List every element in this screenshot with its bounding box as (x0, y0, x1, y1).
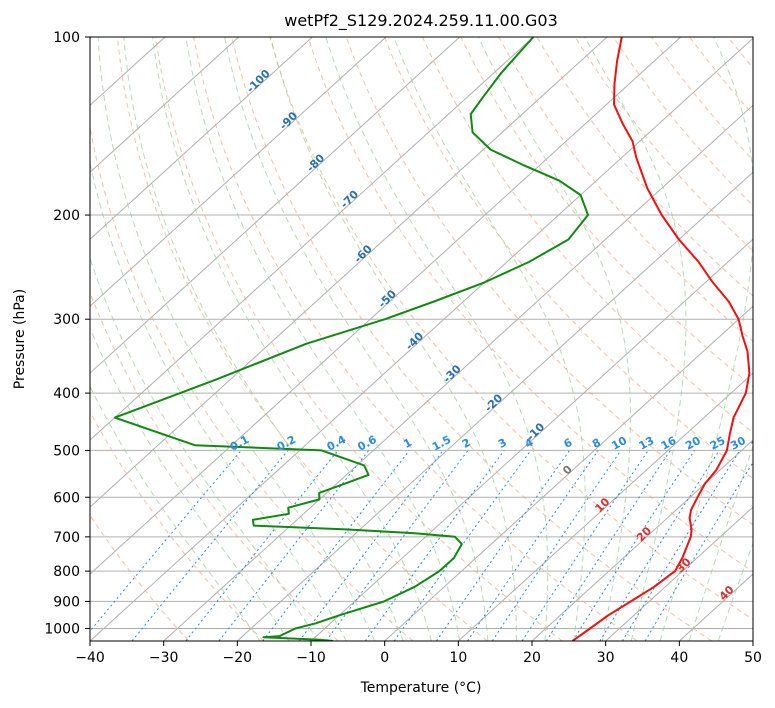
isotherm-line (90, 37, 682, 575)
x-tick-label: 40 (670, 650, 688, 666)
x-tick-label: 20 (523, 650, 541, 666)
isotherm-line (90, 37, 387, 307)
mixing-ratio-label: 16 (659, 434, 679, 453)
mixing-ratio-line (262, 450, 410, 641)
mixing-ratio-line (131, 450, 289, 641)
plot-frame (89, 36, 754, 642)
isotherm-line (236, 171, 753, 641)
y-tick-label: 500 (53, 443, 80, 459)
y-tick-label: 400 (53, 386, 80, 402)
x-tick-label: 50 (744, 650, 762, 666)
y-tick-label: 600 (53, 490, 80, 506)
x-tick-label: 0 (380, 650, 389, 666)
dry-adiabat (90, 124, 414, 641)
moist-adiabat (325, 37, 549, 641)
moist-adiabat (123, 37, 404, 641)
mixing-ratio-line (364, 450, 505, 641)
moist-adiabat (90, 385, 261, 641)
isotherm-line (90, 37, 313, 240)
sounding-series (113, 37, 751, 641)
mixing-ratio-label: 10 (609, 434, 629, 453)
isotherm-line (90, 37, 753, 641)
moist-adiabat (717, 541, 753, 641)
dry-adiabat (536, 37, 753, 297)
y-tick-label: 1000 (44, 621, 80, 637)
isotherm-line (531, 439, 753, 641)
dry-adiabat (90, 514, 190, 641)
isotherm-line (384, 305, 753, 641)
y-tick-label: 300 (53, 312, 80, 328)
x-tick-label: −20 (223, 650, 253, 666)
isotherm-line (90, 37, 461, 374)
isotherm-line (90, 37, 534, 441)
dry-adiabat (307, 37, 753, 573)
y-tick-label: 900 (53, 594, 80, 610)
mixing-ratio-line (90, 450, 242, 632)
dry-adiabat (154, 37, 563, 641)
y-tick-label: 800 (53, 564, 80, 580)
mixing-ratio-line (599, 450, 720, 641)
y-tick-label: 700 (53, 530, 80, 546)
mixing-ratio-label: 13 (637, 434, 657, 453)
x-tick-label: 30 (597, 650, 615, 666)
x-axis: −40 −30 −20 −10 0 10 20 30 40 50 (75, 641, 762, 666)
chart-title: wetPf2_S129.2024.259.11.00.G03 (284, 11, 558, 31)
dry-adiabat (90, 291, 339, 641)
isotherm-line (163, 104, 753, 641)
y-axis-label: Pressure (hPa) (12, 289, 28, 389)
mixing-ratio-lines (90, 450, 753, 641)
mixing-ratio-label: 36 (749, 434, 769, 453)
mixing-ratio-line (521, 450, 649, 641)
mixing-ratio-label: 30 (728, 434, 748, 453)
moist-adiabat (90, 160, 347, 641)
isotherm-line (310, 238, 753, 641)
dewpoint-line (113, 37, 589, 641)
moist-adiabats (90, 37, 753, 641)
moist-adiabat (152, 37, 432, 641)
mixing-ratio-line (325, 450, 469, 641)
x-tick-label: −10 (296, 650, 326, 666)
moist-adiabat (90, 256, 319, 641)
moist-adiabat (477, 37, 631, 641)
mixing-ratio-line (545, 450, 671, 641)
isotherm-line (457, 372, 753, 641)
mixing-ratio-line (644, 461, 753, 641)
moist-adiabat (185, 37, 461, 641)
dry-adiabat (116, 37, 488, 641)
y-tick-label: 100 (53, 30, 80, 46)
isotherm-line (605, 506, 753, 641)
moist-adiabat (393, 37, 586, 641)
dry-adiabat (269, 37, 753, 621)
x-tick-label: −40 (75, 650, 105, 666)
x-tick-label: −30 (149, 650, 179, 666)
x-axis-label: Temperature (°C) (360, 680, 482, 696)
isotherm-line (90, 37, 240, 173)
moist-adiabat (270, 37, 517, 641)
isotherm-gridlines (90, 37, 753, 641)
moist-adiabat (97, 37, 376, 641)
dry-adiabat (498, 37, 753, 342)
dry-adiabat (231, 37, 712, 641)
dry-adiabat (90, 410, 264, 641)
mixing-ratio-label: 20 (683, 434, 703, 453)
y-axis: 100 200 300 400 500 600 700 800 900 1000 (44, 30, 90, 637)
y-tick-label: 200 (53, 208, 80, 224)
mixing-ratio-label: 25 (708, 434, 728, 453)
moist-adiabat (688, 444, 753, 641)
x-tick-label: 10 (449, 650, 467, 666)
moist-adiabat (224, 37, 489, 641)
temperature-line (571, 37, 751, 641)
isotherm-line (90, 37, 608, 508)
moist-adiabat (90, 326, 290, 641)
mixing-ratio-line (621, 450, 741, 641)
moist-adiabat (584, 37, 687, 641)
